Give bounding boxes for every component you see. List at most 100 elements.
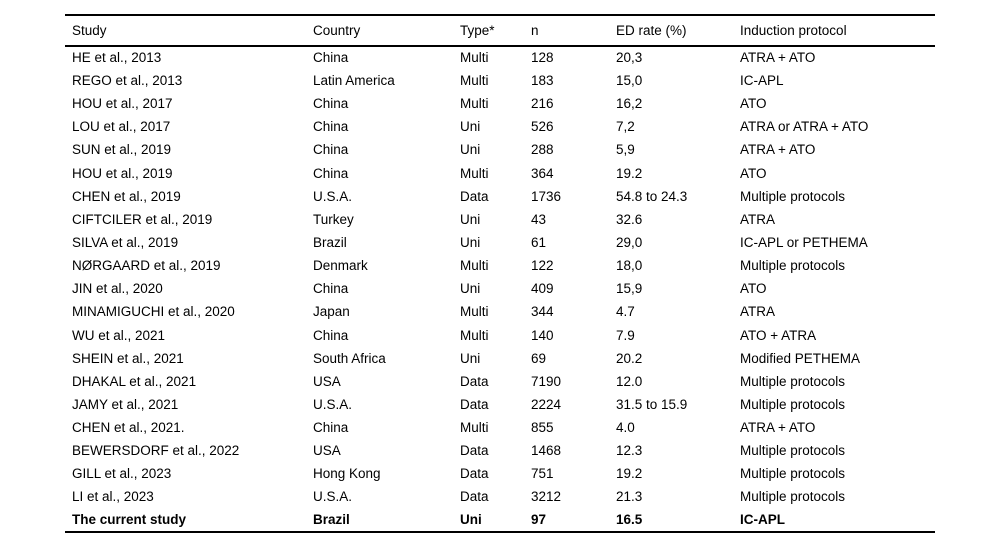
cell-country: Latin America xyxy=(313,72,395,88)
cell-n: 855 xyxy=(531,420,554,436)
cell-n: 3212 xyxy=(531,489,562,505)
cell-study: CHEN et al., 2019 xyxy=(72,188,181,204)
column-header-study: Study xyxy=(72,22,107,38)
cell-protocol: IC-APL xyxy=(740,72,784,88)
cell-country: Denmark xyxy=(313,258,368,274)
table-row: JIN et al., 2020 China Uni 409 15,9 ATO xyxy=(65,277,935,300)
cell-country: China xyxy=(313,281,349,297)
cell-type: Data xyxy=(460,373,489,389)
cell-ed-rate: 19.2 xyxy=(616,165,643,181)
cell-n: 364 xyxy=(531,165,554,181)
cell-study: WU et al., 2021 xyxy=(72,327,166,343)
cell-country: Turkey xyxy=(313,211,354,227)
cell-n: 183 xyxy=(531,72,554,88)
cell-protocol: IC-APL or PETHEMA xyxy=(740,234,868,250)
cell-country: China xyxy=(313,165,349,181)
cell-protocol: ATRA or ATRA + ATO xyxy=(740,119,869,135)
cell-ed-rate: 32.6 xyxy=(616,211,643,227)
table-header: Study Country Type* n ED rate (%) Induct… xyxy=(65,15,935,46)
cell-country: China xyxy=(313,420,349,436)
cell-ed-rate: 16,2 xyxy=(616,96,643,112)
cell-protocol: Multiple protocols xyxy=(740,466,846,482)
cell-n: 1468 xyxy=(531,443,562,459)
cell-n: 43 xyxy=(531,211,547,227)
cell-country: USA xyxy=(313,373,341,389)
cell-protocol: ATRA xyxy=(740,304,776,320)
cell-n: 751 xyxy=(531,466,554,482)
cell-n: 1736 xyxy=(531,188,562,204)
cell-n: 97 xyxy=(531,512,547,528)
cell-country: China xyxy=(313,327,349,343)
table-row: LI et al., 2023 U.S.A. Data 3212 21.3 Multipl… xyxy=(65,486,935,509)
cell-type: Data xyxy=(460,188,489,204)
cell-ed-rate: 16.5 xyxy=(616,512,643,528)
table-body: HE et al., 2013 China Multi 128 20,3 ATRA + A… xyxy=(65,46,935,532)
cell-ed-rate: 12.0 xyxy=(616,373,643,389)
cell-type: Uni xyxy=(460,211,481,227)
cell-study: SILVA et al., 2019 xyxy=(72,234,179,250)
cell-protocol: Multiple protocols xyxy=(740,396,846,412)
cell-study: BEWERSDORF et al., 2022 xyxy=(72,443,240,459)
cell-n: 409 xyxy=(531,281,554,297)
cell-protocol: ATO xyxy=(740,96,767,112)
column-header-type: Type* xyxy=(460,22,495,38)
cell-ed-rate: 31.5 to 15.9 xyxy=(616,396,688,412)
cell-country: Japan xyxy=(313,304,350,320)
cell-n: 2224 xyxy=(531,396,562,412)
cell-ed-rate: 29,0 xyxy=(616,234,643,250)
cell-study: CIFTCILER et al., 2019 xyxy=(72,211,213,227)
cell-study: HOU et al., 2017 xyxy=(72,96,173,112)
table-row: CIFTCILER et al., 2019 Turkey Uni 43 32.6 ATR… xyxy=(65,208,935,231)
table-row: SUN et al., 2019 China Uni 288 5,9 ATRA + ATO xyxy=(65,139,935,162)
cell-protocol: Multiple protocols xyxy=(740,373,846,389)
cell-ed-rate: 15,0 xyxy=(616,72,643,88)
table-row: HOU et al., 2017 China Multi 216 16,2 ATO xyxy=(65,92,935,115)
cell-type: Multi xyxy=(460,304,489,320)
cell-protocol: ATRA + ATO xyxy=(740,50,816,66)
cell-country: China xyxy=(313,119,349,135)
cell-study: LOU et al., 2017 xyxy=(72,119,171,135)
column-header-protocol: Induction protocol xyxy=(740,22,847,38)
cell-ed-rate: 7,2 xyxy=(616,119,635,135)
cell-ed-rate: 7.9 xyxy=(616,327,635,343)
cell-study: DHAKAL et al., 2021 xyxy=(72,373,197,389)
cell-country: U.S.A. xyxy=(313,489,353,505)
cell-country: USA xyxy=(313,443,341,459)
cell-type: Uni xyxy=(460,234,481,250)
table-row: SHEIN et al., 2021 South Africa Uni 69 20.2 M… xyxy=(65,347,935,370)
table-row: CHEN et al., 2021. China Multi 855 4.0 ATRA +… xyxy=(65,416,935,439)
cell-n: 7190 xyxy=(531,373,562,389)
cell-country: Hong Kong xyxy=(313,466,381,482)
cell-protocol: ATO xyxy=(740,281,767,297)
cell-type: Multi xyxy=(460,96,489,112)
cell-n: 61 xyxy=(531,234,547,250)
cell-type: Uni xyxy=(460,512,482,528)
cell-country: South Africa xyxy=(313,350,386,366)
cell-protocol: ATRA + ATO xyxy=(740,420,816,436)
cell-n: 128 xyxy=(531,50,554,66)
cell-study: NØRGAARD et al., 2019 xyxy=(72,258,221,274)
column-header-ed-rate: ED rate (%) xyxy=(616,22,687,38)
cell-type: Uni xyxy=(460,142,481,158)
cell-country: U.S.A. xyxy=(313,396,353,412)
cell-study: GILL et al., 2023 xyxy=(72,466,172,482)
cell-study: CHEN et al., 2021. xyxy=(72,420,185,436)
cell-type: Multi xyxy=(460,50,489,66)
cell-protocol: Multiple protocols xyxy=(740,489,846,505)
cell-study: HOU et al., 2019 xyxy=(72,165,173,181)
cell-type: Multi xyxy=(460,72,489,88)
cell-type: Data xyxy=(460,466,489,482)
table-row: JAMY et al., 2021 U.S.A. Data 2224 31.5 to 1… xyxy=(65,393,935,416)
cell-type: Uni xyxy=(460,119,481,135)
cell-country: China xyxy=(313,142,349,158)
cell-type: Uni xyxy=(460,281,481,297)
cell-ed-rate: 5,9 xyxy=(616,142,635,158)
cell-ed-rate: 19.2 xyxy=(616,466,643,482)
cell-study: REGO et al., 2013 xyxy=(72,72,183,88)
cell-n: 216 xyxy=(531,96,554,112)
table-row: DHAKAL et al., 2021 USA Data 7190 12.0 Multip… xyxy=(65,370,935,393)
cell-protocol: Modified PETHEMA xyxy=(740,350,861,366)
cell-type: Multi xyxy=(460,258,489,274)
cell-ed-rate: 4.0 xyxy=(616,420,635,436)
cell-protocol: Multiple protocols xyxy=(740,443,846,459)
